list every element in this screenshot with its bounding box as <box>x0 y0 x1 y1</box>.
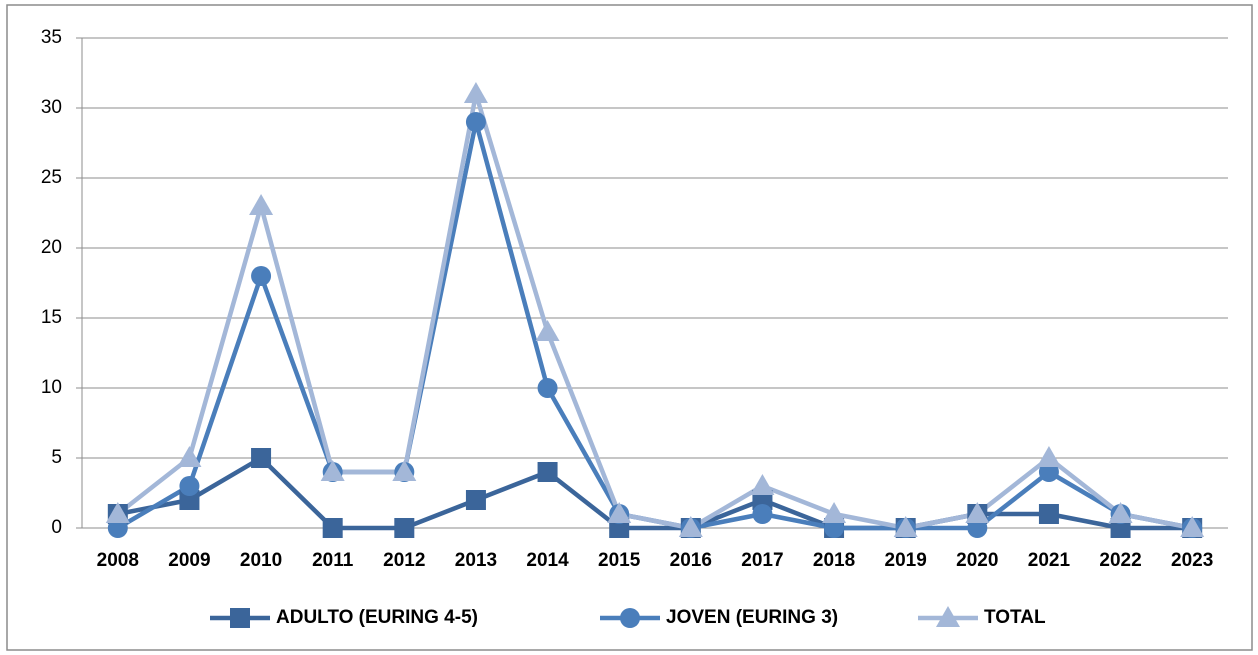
data-point <box>392 460 417 481</box>
x-tick-label: 2023 <box>1171 550 1213 571</box>
data-point <box>822 502 847 523</box>
data-point <box>1036 446 1061 467</box>
y-tick-label: 15 <box>41 307 62 328</box>
y-tick-label: 30 <box>41 97 62 118</box>
data-point <box>607 502 632 523</box>
data-point <box>394 518 415 538</box>
y-tick-label: 10 <box>41 377 62 398</box>
data-point <box>750 474 775 495</box>
data-point <box>465 490 486 510</box>
legend-marker <box>620 608 640 628</box>
y-tick-label: 20 <box>41 237 62 258</box>
data-point <box>465 112 486 132</box>
x-tick-label: 2017 <box>741 550 783 571</box>
y-tick-label: 0 <box>51 517 62 538</box>
data-point <box>322 518 343 538</box>
y-tick-label: 25 <box>41 167 62 188</box>
data-point <box>893 516 918 537</box>
data-point <box>179 490 200 510</box>
x-tick-label: 2008 <box>97 550 139 571</box>
data-point <box>463 82 488 103</box>
data-point <box>320 460 345 481</box>
x-tick-label: 2010 <box>240 550 282 571</box>
data-point <box>1038 504 1059 524</box>
data-point <box>105 502 130 523</box>
x-tick-label: 2009 <box>168 550 210 571</box>
data-point <box>965 502 990 523</box>
data-point <box>537 378 558 398</box>
x-tick-label: 2012 <box>383 550 425 571</box>
legend-label: ADULTO (EURING 4-5) <box>276 607 478 628</box>
x-tick-label: 2016 <box>670 550 712 571</box>
data-point <box>249 194 274 215</box>
legend-marker <box>230 608 250 628</box>
legend-marker <box>936 606 960 627</box>
data-point <box>678 516 703 537</box>
data-point <box>535 320 560 341</box>
chart-border <box>6 4 1253 651</box>
x-tick-label: 2019 <box>885 550 927 571</box>
y-tick-label: 5 <box>51 447 62 468</box>
x-tick-label: 2020 <box>956 550 998 571</box>
data-point <box>1108 502 1133 523</box>
legend-label: TOTAL <box>984 607 1046 628</box>
x-tick-label: 2018 <box>813 550 855 571</box>
series-line <box>116 91 1193 531</box>
legend-label: JOVEN (EURING 3) <box>666 607 838 628</box>
x-tick-label: 2013 <box>455 550 497 571</box>
data-point <box>752 504 773 524</box>
x-tick-label: 2014 <box>526 550 569 571</box>
data-point <box>251 266 272 286</box>
data-point <box>1180 516 1205 537</box>
x-tick-label: 2021 <box>1028 550 1071 571</box>
data-point <box>177 446 202 467</box>
x-tick-label: 2015 <box>598 550 641 571</box>
series-line <box>117 455 1193 531</box>
data-point <box>179 476 200 496</box>
y-tick-label: 35 <box>41 27 62 48</box>
x-tick-label: 2011 <box>312 550 354 571</box>
data-point <box>537 462 558 482</box>
x-tick-label: 2022 <box>1099 550 1141 571</box>
data-point <box>251 448 272 468</box>
